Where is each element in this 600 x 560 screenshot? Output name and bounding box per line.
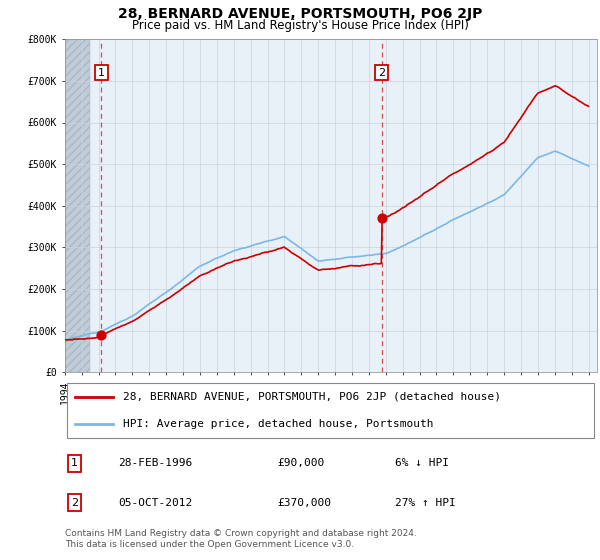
Point xyxy=(97,330,106,339)
Point xyxy=(377,214,386,223)
Text: £90,000: £90,000 xyxy=(278,459,325,468)
Text: 1: 1 xyxy=(71,459,78,468)
Text: 2: 2 xyxy=(378,68,385,77)
Text: HPI: Average price, detached house, Portsmouth: HPI: Average price, detached house, Port… xyxy=(124,419,434,429)
Text: 28, BERNARD AVENUE, PORTSMOUTH, PO6 2JP (detached house): 28, BERNARD AVENUE, PORTSMOUTH, PO6 2JP … xyxy=(124,391,502,402)
Text: £370,000: £370,000 xyxy=(278,498,332,507)
FancyBboxPatch shape xyxy=(67,382,595,438)
Text: 28, BERNARD AVENUE, PORTSMOUTH, PO6 2JP: 28, BERNARD AVENUE, PORTSMOUTH, PO6 2JP xyxy=(118,7,482,21)
Text: 1: 1 xyxy=(98,68,105,77)
Text: Price paid vs. HM Land Registry's House Price Index (HPI): Price paid vs. HM Land Registry's House … xyxy=(131,19,469,32)
Text: Contains HM Land Registry data © Crown copyright and database right 2024.
This d: Contains HM Land Registry data © Crown c… xyxy=(65,529,416,549)
Bar xyxy=(65,39,90,372)
Text: 05-OCT-2012: 05-OCT-2012 xyxy=(118,498,192,507)
Text: 27% ↑ HPI: 27% ↑ HPI xyxy=(395,498,455,507)
Text: 2: 2 xyxy=(71,498,78,507)
Text: 28-FEB-1996: 28-FEB-1996 xyxy=(118,459,192,468)
Text: 6% ↓ HPI: 6% ↓ HPI xyxy=(395,459,449,468)
